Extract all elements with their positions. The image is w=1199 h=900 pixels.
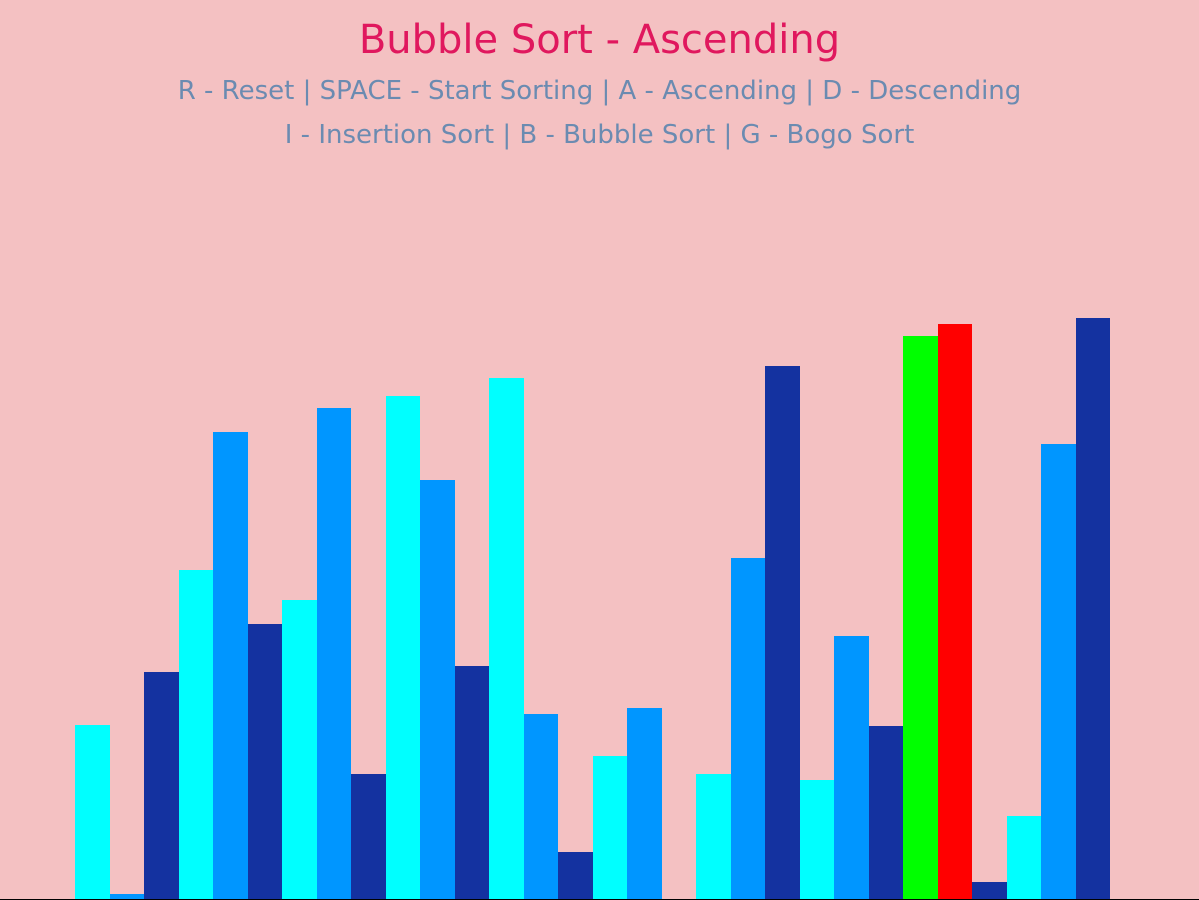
sort-bar [696, 774, 731, 900]
sort-bar [1041, 444, 1076, 900]
sort-bar [489, 378, 524, 900]
sort-bar [1076, 318, 1110, 900]
sort-bar [800, 780, 834, 900]
sort-bar [455, 666, 489, 900]
sort-bar [420, 480, 455, 900]
algorithm-title: Bubble Sort - Ascending [358, 17, 841, 63]
sort-bar [75, 725, 110, 900]
sort-bar [731, 558, 765, 900]
sort-bar [386, 396, 420, 900]
sort-bar [282, 600, 317, 900]
sort-bar [317, 408, 351, 900]
sort-bar [144, 672, 179, 900]
sort-bar [903, 336, 938, 900]
controls-help-line-2: I - Insertion Sort | B - Bubble Sort | G… [284, 120, 915, 150]
sort-bar [627, 708, 662, 900]
sort-bar [179, 570, 213, 900]
sort-bar [558, 852, 593, 900]
sort-bar [351, 774, 386, 900]
sort-bar [213, 432, 248, 900]
controls-help-line-1: R - Reset | SPACE - Start Sorting | A - … [177, 76, 1022, 106]
sort-bar [869, 726, 903, 900]
sort-bar [593, 756, 627, 900]
sort-bar [1007, 816, 1041, 900]
sort-bar [248, 624, 282, 900]
sort-bar [110, 894, 144, 900]
sort-bar [765, 366, 800, 900]
sort-bar [972, 882, 1007, 900]
sort-bar [938, 324, 972, 900]
sort-bar [524, 714, 558, 900]
sort-bar [834, 636, 869, 900]
